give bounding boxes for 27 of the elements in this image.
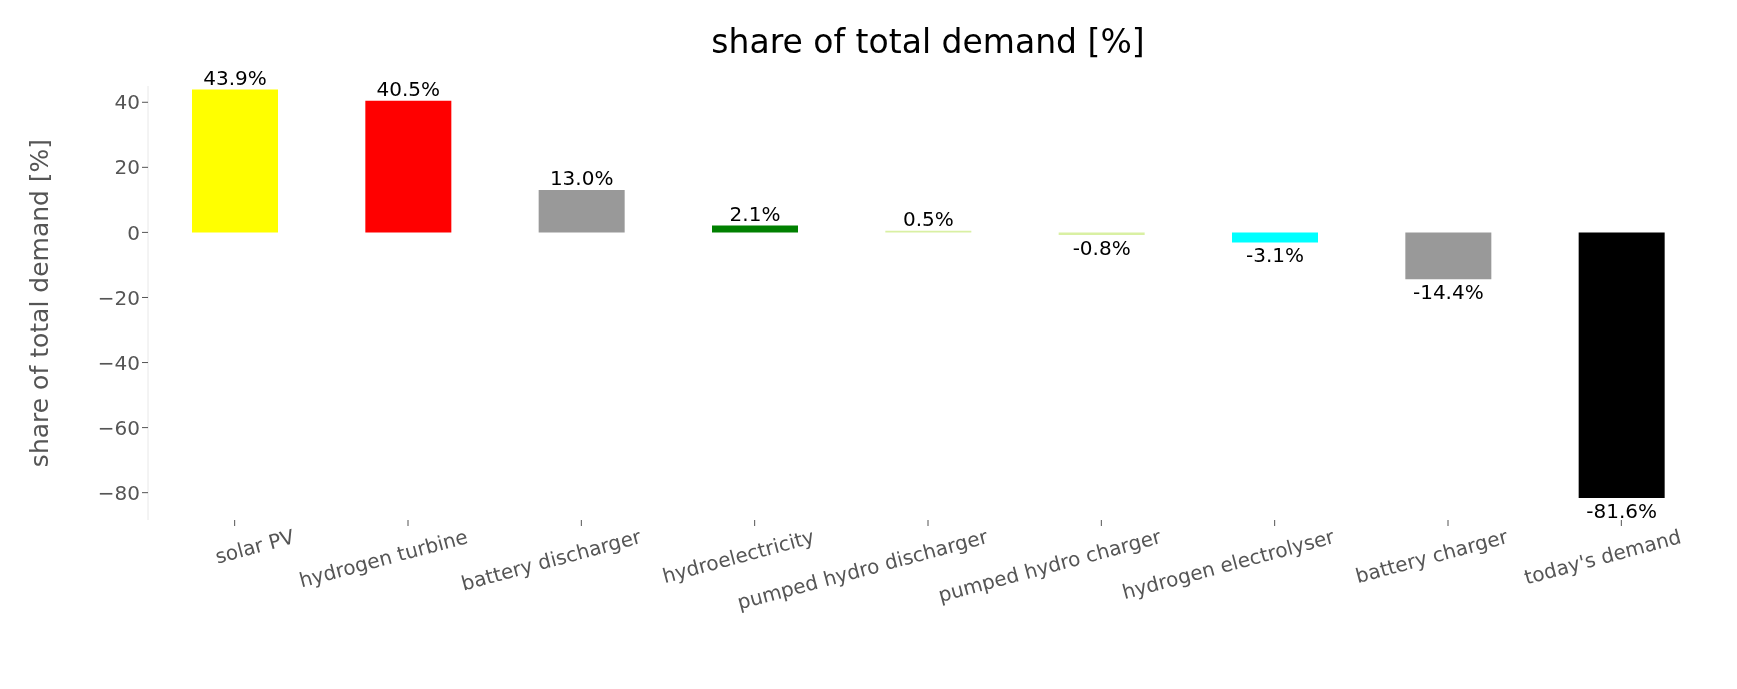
data-label: 0.5%: [902, 206, 954, 231]
data-label: 43.9%: [203, 65, 267, 90]
data-label: -3.1%: [1245, 243, 1305, 268]
data-label: 2.1%: [729, 201, 781, 226]
bar: [1058, 232, 1145, 235]
y-tick-label: 0: [127, 220, 140, 245]
bar: [1578, 232, 1665, 498]
y-tick-label: 40: [114, 90, 140, 115]
data-label: -0.8%: [1072, 236, 1131, 260]
data-label: -81.6%: [1586, 498, 1658, 523]
x-tick-label: battery charger: [1352, 524, 1511, 589]
bar: [365, 100, 452, 233]
chart-title: share of total demand [%]: [710, 22, 1146, 61]
bar: [192, 89, 278, 233]
bar: [1405, 232, 1492, 280]
y-tick-label: −40: [97, 350, 140, 375]
bar: [538, 190, 625, 233]
data-label: -14.4%: [1412, 280, 1484, 305]
x-tick-label: solar PV: [212, 524, 298, 569]
y-axis-title: share of total demand [%]: [24, 138, 54, 468]
y-tick-label: −80: [97, 480, 140, 505]
y-tick-label: −20: [97, 285, 140, 310]
y-tick-label: −60: [97, 415, 140, 440]
bar: [1232, 232, 1318, 243]
data-label: 13.0%: [549, 166, 614, 191]
y-tick-label: 20: [114, 155, 140, 180]
data-label: 40.5%: [376, 76, 441, 101]
